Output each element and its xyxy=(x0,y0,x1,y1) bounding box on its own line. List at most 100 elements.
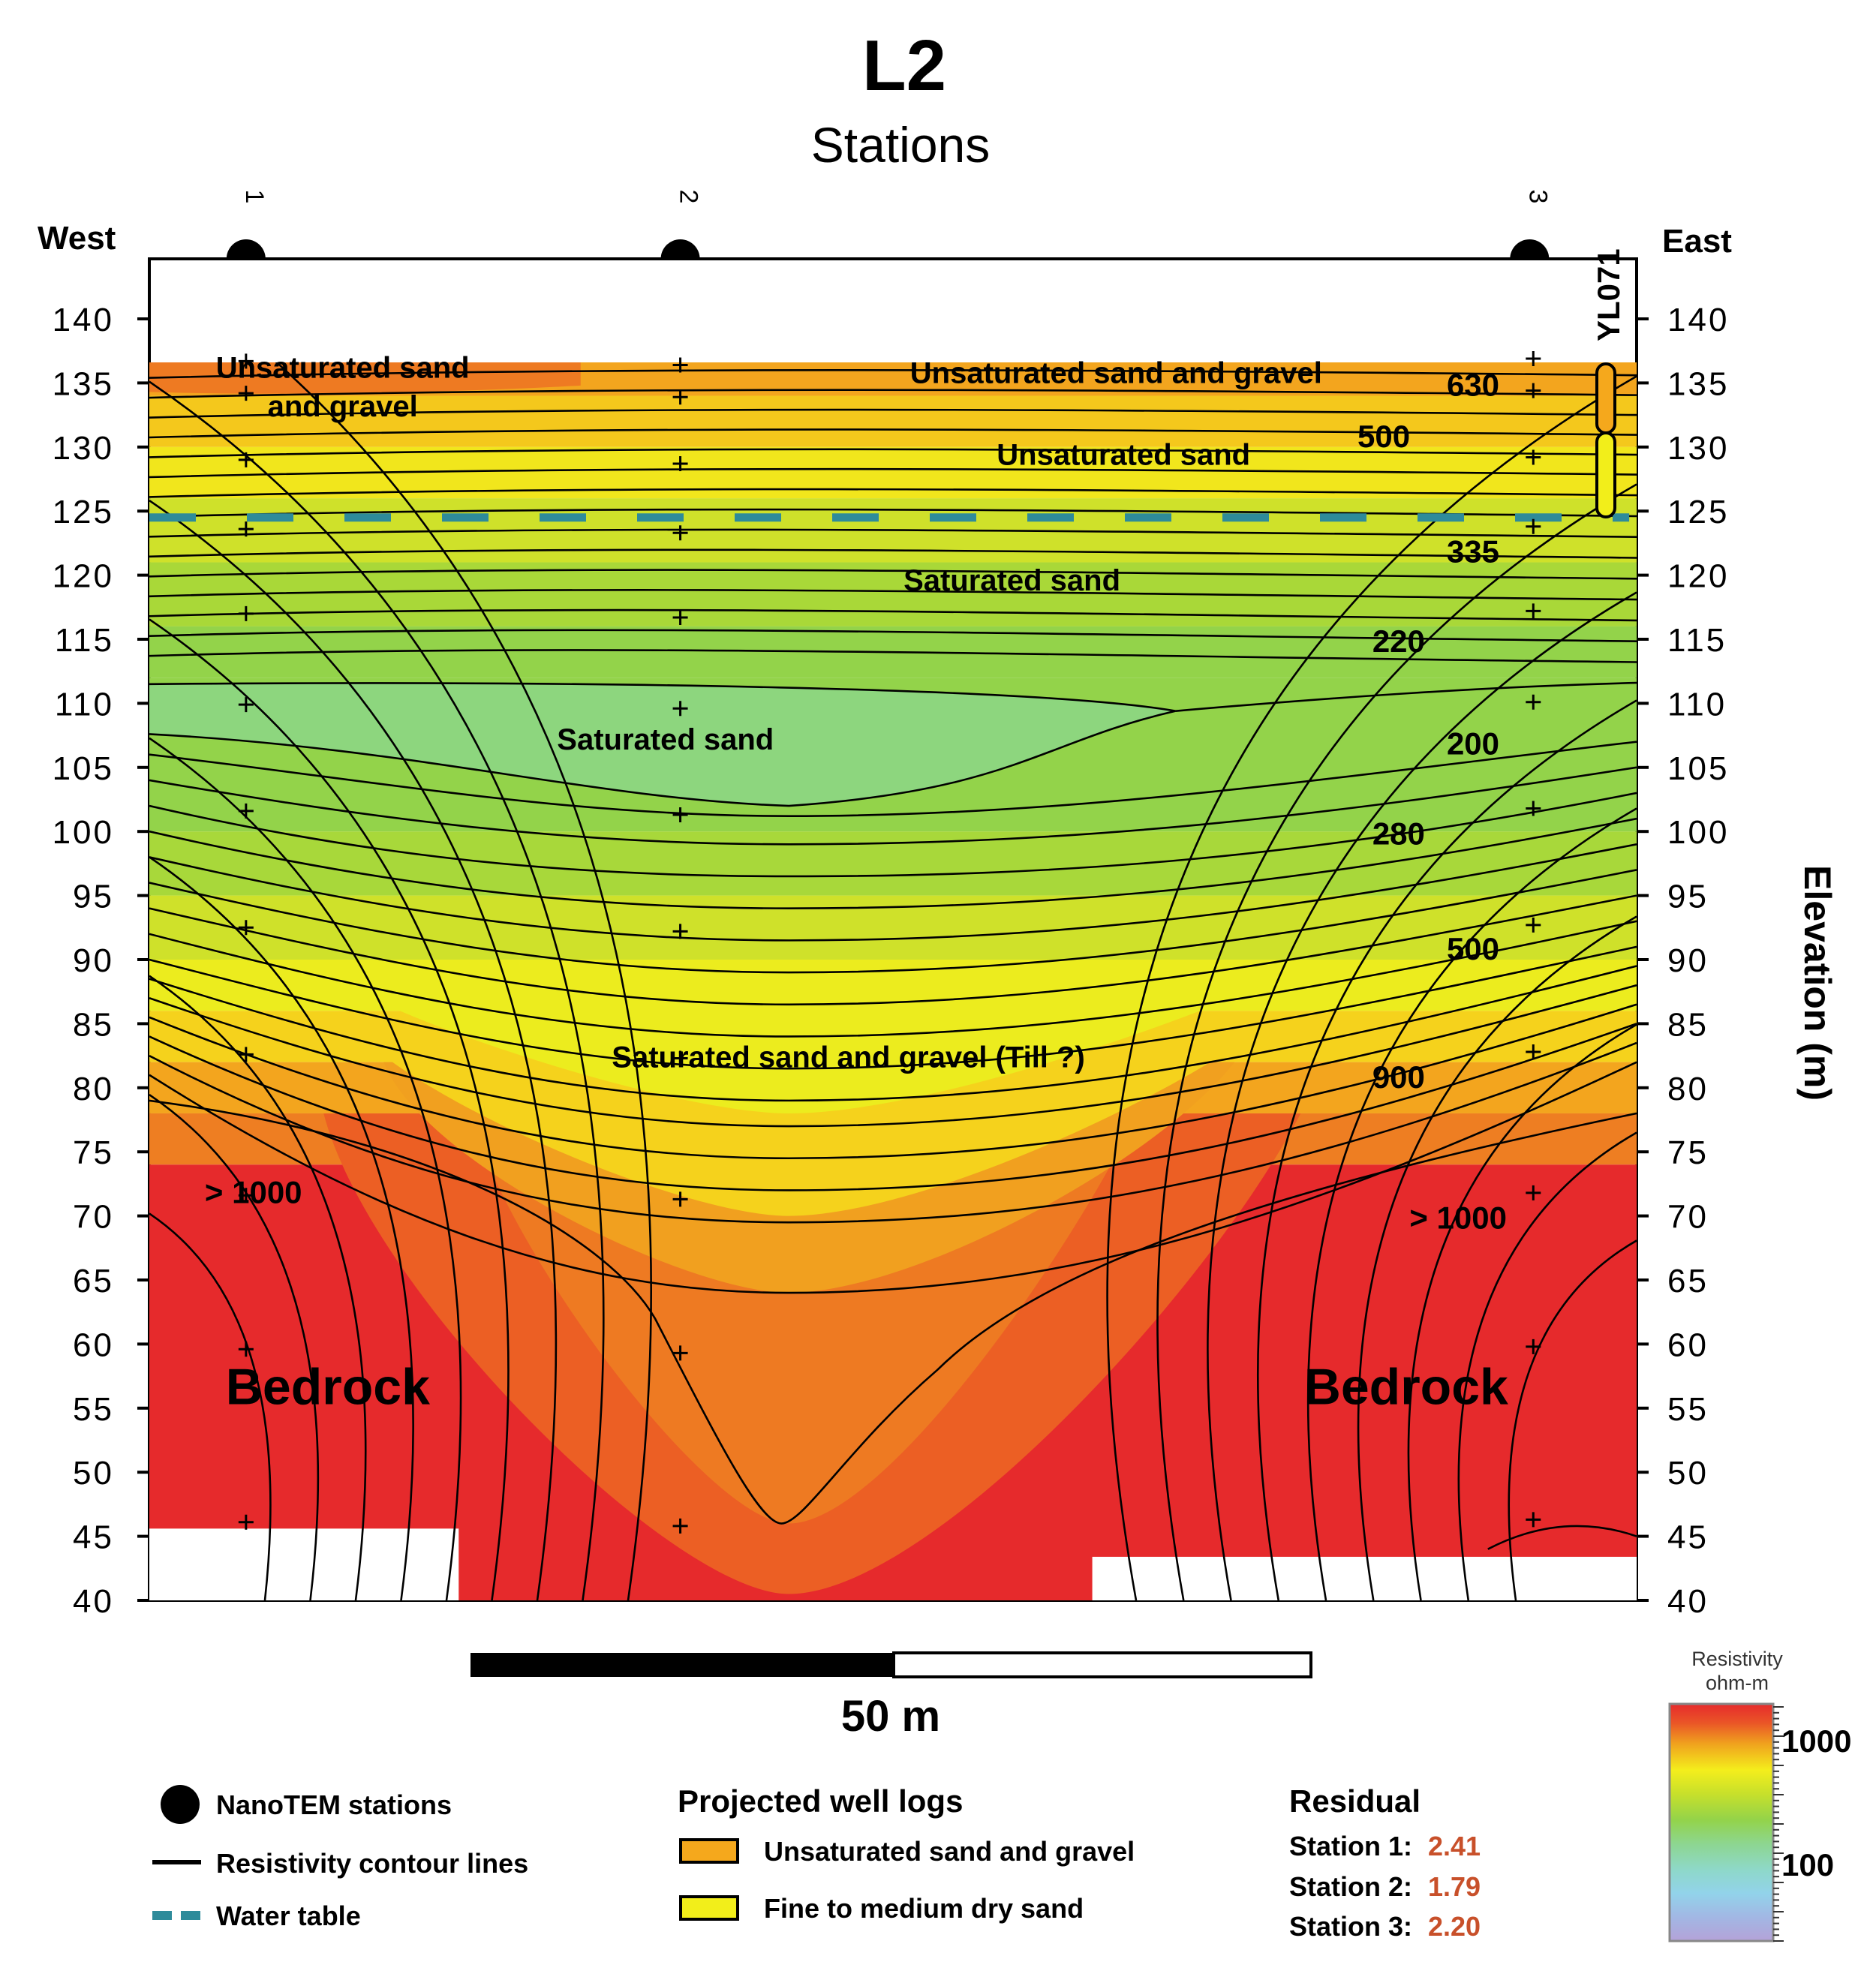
zone-label: Unsaturated sand xyxy=(997,439,1250,472)
measurement-point xyxy=(1526,350,1541,366)
contour-line xyxy=(149,608,1637,622)
contour-line xyxy=(149,792,1637,878)
contour-line xyxy=(149,984,1637,1128)
y-axis-label: Elevation (m) xyxy=(1796,865,1838,1101)
zone-label: Saturated sand xyxy=(903,564,1120,597)
y-tick-label-right: 85 xyxy=(1667,1006,1709,1043)
legend-stations-label: NanoTEM stations xyxy=(216,1789,452,1820)
contour-lines xyxy=(149,362,1637,1600)
contour-line xyxy=(149,629,1637,642)
legend-water-label: Water table xyxy=(216,1900,361,1931)
contour-line xyxy=(1106,375,1637,1600)
colorbar-gradient xyxy=(1668,1702,1775,1942)
measurement-point xyxy=(1526,917,1541,933)
zone-label: Unsaturated sand xyxy=(216,352,470,385)
bedrock-label: Bedrock xyxy=(1304,1359,1508,1416)
legend-well-swatch-1 xyxy=(679,1838,739,1864)
scale-bar-label: 50 m xyxy=(841,1692,940,1741)
zone-label: Saturated sand xyxy=(557,723,774,756)
measurement-point xyxy=(1526,694,1541,710)
contour-line xyxy=(149,548,1637,559)
y-tick-label-left: 70 xyxy=(73,1199,114,1236)
y-tick-label-left: 125 xyxy=(53,494,114,530)
well-log: YL071 xyxy=(1591,248,1626,518)
contour-line xyxy=(149,649,1637,663)
y-tick-label-right: 125 xyxy=(1667,494,1729,530)
measurement-point xyxy=(672,456,688,472)
contour-value-label: 335 xyxy=(1447,534,1499,569)
well-segment-dry-sand xyxy=(1595,431,1616,518)
zone-label: Saturated sand and gravel (Till ?) xyxy=(612,1041,1085,1074)
contour-line xyxy=(1508,1239,1637,1600)
y-tick-label-left: 85 xyxy=(73,1006,114,1043)
zone-label: Unsaturated sand and gravel xyxy=(910,356,1322,389)
contour-line xyxy=(149,737,462,1600)
y-tick-label-right: 130 xyxy=(1667,430,1729,467)
contour-value-label: 900 xyxy=(1372,1059,1425,1095)
contour-line xyxy=(1175,681,1637,712)
scale-bar-white xyxy=(892,1651,1312,1678)
measurement-point xyxy=(1526,383,1541,398)
contour-line xyxy=(149,368,1637,379)
y-tick-label-right: 80 xyxy=(1667,1071,1709,1107)
contour-line xyxy=(1306,807,1637,1600)
contour-line xyxy=(149,682,1176,807)
orange-patch xyxy=(149,362,581,394)
measurement-point xyxy=(1526,603,1541,619)
chart-title: L2 xyxy=(862,26,946,106)
west-label: West xyxy=(38,220,116,257)
station-label: 1 xyxy=(240,190,269,204)
legend-well-title: Projected well logs xyxy=(678,1783,963,1819)
legend-well-item-1: Unsaturated sand and gravel xyxy=(764,1836,1135,1867)
lens-fill xyxy=(149,683,1176,807)
contour-line xyxy=(149,869,1637,974)
legend: NanoTEM stations Resistivity contour lin… xyxy=(152,1783,1481,1942)
legend-station-marker xyxy=(161,1785,200,1824)
y-axes: 140 140 135 135 130 130 125 125 120 120 115 115 110 1… xyxy=(53,302,1729,1620)
residual-title: Residual xyxy=(1289,1783,1421,1819)
measurement-point xyxy=(238,1514,254,1530)
residual-station-3-label: Station 3: xyxy=(1289,1911,1412,1942)
measurement-point xyxy=(672,1050,688,1066)
y-tick-label-left: 130 xyxy=(53,430,114,467)
contour-line xyxy=(149,856,414,1600)
y-tick-label-right: 135 xyxy=(1667,365,1729,402)
measurement-point xyxy=(672,924,688,939)
measurement-point xyxy=(238,353,254,369)
legend-well-swatch-2 xyxy=(679,1895,739,1921)
zone-label: and gravel xyxy=(268,390,418,423)
y-tick-label-right: 100 xyxy=(1667,814,1729,851)
contour-line xyxy=(149,1212,272,1600)
contour-line xyxy=(149,1093,320,1600)
y-tick-label-right: 70 xyxy=(1667,1199,1709,1236)
contour-value-label: 200 xyxy=(1447,726,1499,762)
contour-value-label: 500 xyxy=(1357,419,1410,454)
measurement-point xyxy=(672,1345,688,1361)
measurement-point xyxy=(672,389,688,405)
measurement-point xyxy=(238,920,254,936)
y-tick-label-left: 55 xyxy=(73,1391,114,1428)
y-tick-label-right: 120 xyxy=(1667,558,1729,595)
measurement-point xyxy=(1526,449,1541,465)
measurement-point xyxy=(672,609,688,625)
section-fill xyxy=(149,362,1637,1600)
y-tick-label-left: 45 xyxy=(73,1519,114,1556)
measurement-point xyxy=(238,1188,254,1203)
contour-line xyxy=(149,589,1637,601)
contour-line xyxy=(149,965,1637,1102)
contour-line xyxy=(149,499,558,1600)
contour-line xyxy=(149,975,367,1600)
residual-station-2-value: 1.79 xyxy=(1428,1871,1481,1902)
station-label: 2 xyxy=(675,190,703,204)
y-tick-label-right: 115 xyxy=(1667,622,1727,659)
y-tick-label-left: 95 xyxy=(73,879,114,915)
measurement-point xyxy=(672,1191,688,1207)
y-tick-label-right: 140 xyxy=(1667,302,1729,338)
y-tick-label-left: 120 xyxy=(53,558,114,595)
colorbar-title-2: ohm-m xyxy=(1706,1672,1769,1694)
y-tick-label-left: 80 xyxy=(73,1071,114,1107)
contour-line xyxy=(149,894,1637,1006)
color-band xyxy=(149,395,1637,447)
y-tick-label-left: 100 xyxy=(53,814,114,851)
